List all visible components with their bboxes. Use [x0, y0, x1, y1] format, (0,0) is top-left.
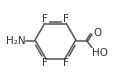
Text: F: F [42, 14, 48, 24]
Text: F: F [63, 58, 69, 68]
Text: H₂N: H₂N [6, 36, 26, 46]
Text: HO: HO [92, 48, 108, 58]
Text: O: O [94, 28, 102, 38]
Text: F: F [63, 14, 69, 24]
Text: F: F [42, 58, 48, 68]
